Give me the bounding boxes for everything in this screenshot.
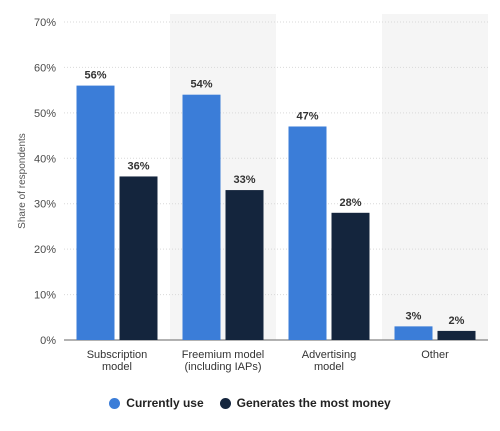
data-label: 28% — [339, 197, 361, 209]
legend-label-generates-money: Generates the most money — [236, 396, 391, 410]
data-label: 2% — [449, 315, 465, 327]
bar-generates-money — [437, 330, 476, 340]
x-tick-label: (including IAPs) — [184, 361, 261, 373]
data-label: 56% — [84, 70, 106, 82]
legend-label-currently-use: Currently use — [126, 396, 204, 410]
data-label: 47% — [296, 110, 318, 122]
x-tick-label: Advertising — [302, 349, 356, 361]
y-tick-label: 20% — [34, 244, 56, 256]
data-label: 36% — [127, 160, 149, 172]
legend-item-generates-money[interactable]: Generates the most money — [219, 396, 391, 410]
bar-currently-use — [76, 85, 115, 340]
legend-item-currently-use[interactable]: Currently use — [109, 396, 204, 410]
y-axis-label: Share of respondents — [17, 133, 28, 229]
legend-swatch-currently-use — [109, 397, 121, 409]
bar-generates-money — [119, 176, 158, 340]
bar-generates-money — [225, 190, 264, 340]
y-tick-label: 10% — [34, 290, 56, 302]
y-tick-label: 30% — [34, 199, 56, 211]
category-band — [382, 14, 488, 340]
x-tick-label: Subscription — [87, 349, 148, 361]
x-tick-label: Freemium model — [182, 349, 265, 361]
y-tick-label: 50% — [34, 108, 56, 120]
y-tick-label: 60% — [34, 62, 56, 74]
x-tick-label: model — [314, 361, 344, 373]
y-tick-label: 70% — [34, 17, 56, 29]
bar-currently-use — [182, 94, 221, 340]
data-label: 33% — [233, 174, 255, 186]
y-tick-label: 0% — [40, 335, 56, 347]
data-label: 54% — [190, 79, 212, 91]
bar-currently-use — [288, 126, 327, 340]
legend: Currently use Generates the most money — [0, 396, 500, 410]
x-tick-label: Other — [421, 349, 449, 361]
x-tick-label: model — [102, 361, 132, 373]
bar-generates-money — [331, 212, 370, 340]
legend-swatch-generates-money — [219, 397, 231, 409]
bar-currently-use — [394, 326, 433, 340]
data-label: 3% — [406, 310, 422, 322]
y-tick-label: 40% — [34, 153, 56, 165]
